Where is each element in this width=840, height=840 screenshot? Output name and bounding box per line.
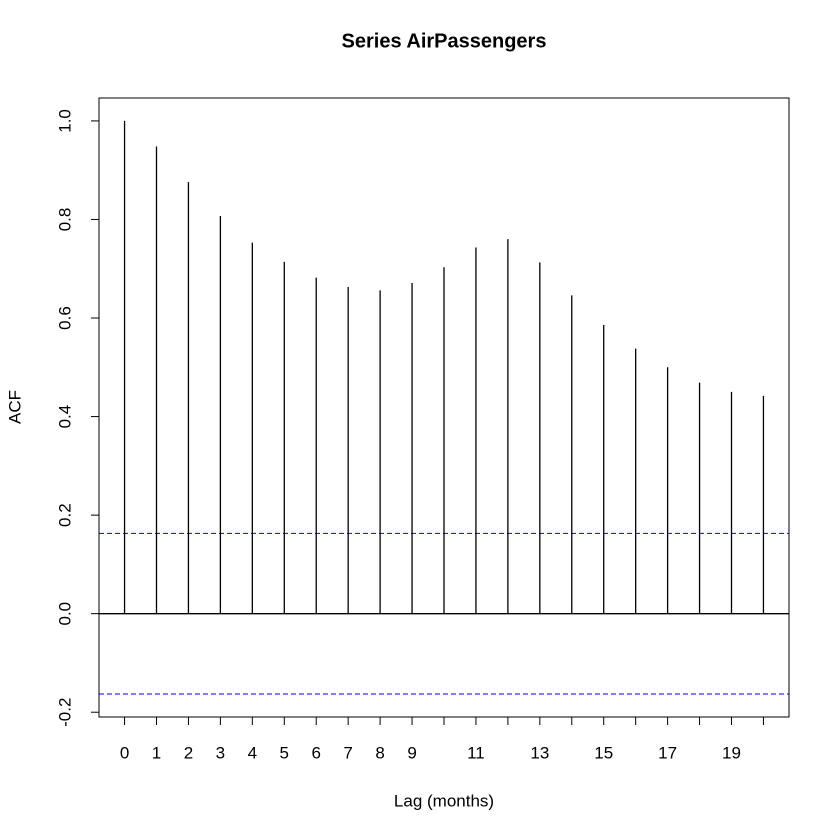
x-tick-label: 17	[658, 743, 677, 762]
x-tick-label: 1	[152, 743, 161, 762]
x-tick-label: 0	[120, 743, 129, 762]
x-axis-label: Lag (months)	[394, 791, 494, 810]
x-tick-label: 9	[407, 743, 416, 762]
x-tick-label: 3	[216, 743, 225, 762]
x-tick-label: 8	[375, 743, 384, 762]
x-tick-label: 6	[311, 743, 320, 762]
y-tick-label: 0.8	[55, 208, 74, 232]
x-tick-label: 7	[343, 743, 352, 762]
y-axis-label: ACF	[5, 390, 24, 424]
x-tick-label: 15	[594, 743, 613, 762]
x-tick-label: 19	[722, 743, 741, 762]
x-tick-label: 11	[467, 743, 485, 762]
x-tick-label: 13	[530, 743, 549, 762]
y-tick-label: -0.2	[55, 698, 74, 727]
x-tick-label: 4	[248, 743, 257, 762]
y-tick-label: 0.4	[55, 405, 74, 429]
y-tick-label: 1.0	[55, 109, 74, 133]
x-tick-label: 2	[184, 743, 193, 762]
y-tick-label: 0.0	[55, 602, 74, 626]
y-tick-label: 0.6	[55, 306, 74, 330]
y-tick-label: 0.2	[55, 503, 74, 527]
x-tick-label: 5	[280, 743, 289, 762]
chart-title: Series AirPassengers	[342, 30, 547, 52]
